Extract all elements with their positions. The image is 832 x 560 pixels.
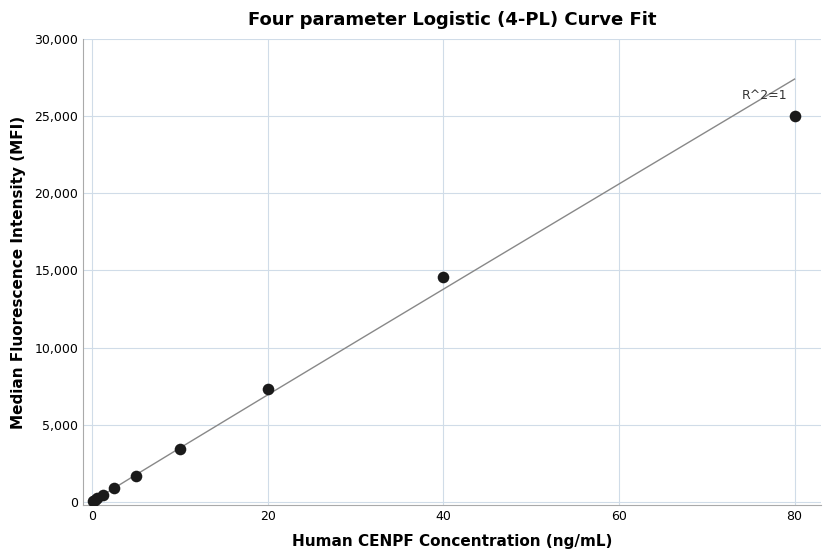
Point	[173, 444, 186, 453]
Point	[87, 497, 100, 506]
Text: R^2=1: R^2=1	[742, 90, 787, 102]
Point	[437, 272, 450, 281]
Point	[261, 385, 275, 394]
X-axis label: Human CENPF Concentration (ng/mL): Human CENPF Concentration (ng/mL)	[292, 534, 612, 549]
Point	[788, 111, 801, 120]
Point	[107, 483, 121, 492]
Point	[91, 494, 104, 503]
Point	[97, 490, 110, 499]
Y-axis label: Median Fluorescence Intensity (MFI): Median Fluorescence Intensity (MFI)	[11, 115, 26, 428]
Title: Four parameter Logistic (4-PL) Curve Fit: Four parameter Logistic (4-PL) Curve Fit	[248, 11, 656, 29]
Point	[129, 471, 142, 480]
Point	[88, 496, 102, 505]
